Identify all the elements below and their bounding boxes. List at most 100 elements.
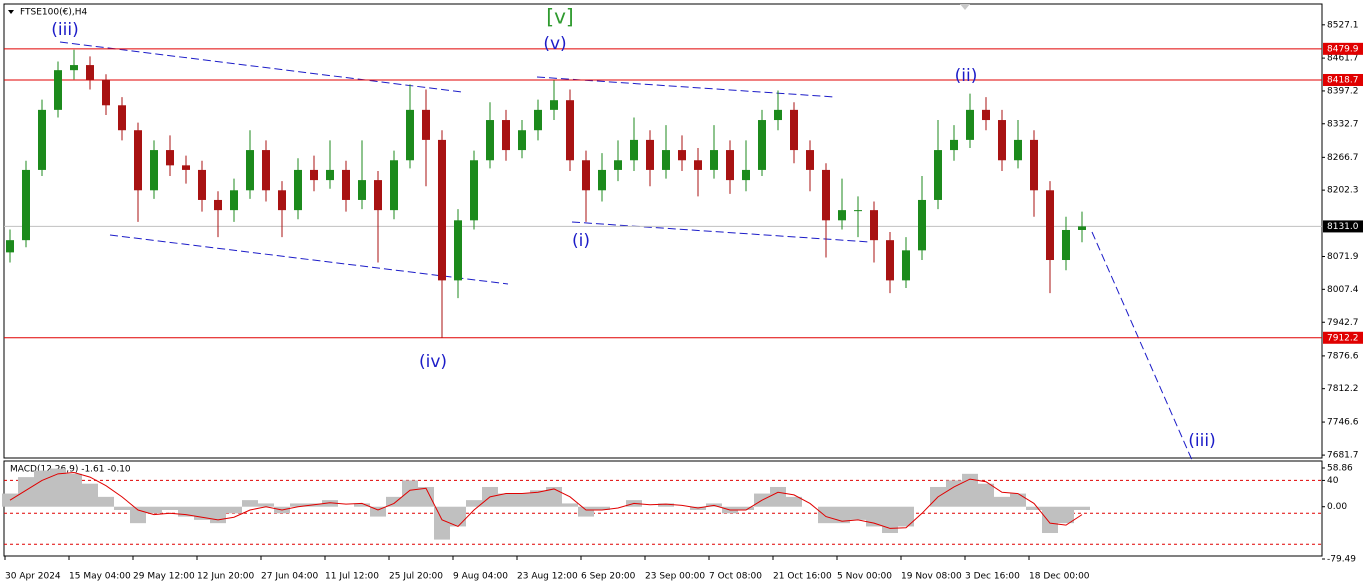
x-tick-label: 29 May 12:00 xyxy=(133,572,195,582)
candle-body xyxy=(790,109,798,151)
candle-body xyxy=(486,120,494,161)
macd-bar xyxy=(1010,493,1026,507)
candle-body xyxy=(70,65,78,71)
macd-bar xyxy=(386,496,402,507)
candle-body xyxy=(966,109,974,140)
x-tick-label: 25 Jul 20:00 xyxy=(389,572,443,582)
x-tick-label: 5 Nov 00:00 xyxy=(837,572,892,582)
macd-bar xyxy=(898,506,914,527)
candle-body xyxy=(742,169,750,181)
wave-label: (v) xyxy=(543,34,566,54)
candle-body xyxy=(822,169,830,221)
macd-bar xyxy=(546,486,562,507)
candle-body xyxy=(54,70,62,110)
macd-frame xyxy=(3,460,1323,557)
macd-bar xyxy=(178,506,194,517)
macd-bar xyxy=(978,483,994,507)
y-tick-label: 7812.2 xyxy=(1327,384,1359,394)
y-tick-label: 8332.7 xyxy=(1327,119,1359,129)
macd-bar xyxy=(66,473,82,507)
macd-bar xyxy=(994,496,1010,507)
candle-body xyxy=(550,100,558,110)
macd-bar xyxy=(146,506,162,514)
signal-line xyxy=(9,472,1083,529)
y-tick-label: 8071.9 xyxy=(1327,252,1359,262)
current-price-box xyxy=(1323,220,1363,233)
macd-bar xyxy=(370,506,386,517)
y-tick-label: 8007.4 xyxy=(1327,285,1359,295)
macd-bar xyxy=(786,496,802,507)
y-tick-label: 8527.1 xyxy=(1327,20,1359,30)
level-label-box xyxy=(1323,331,1363,344)
macd-bar xyxy=(594,506,610,511)
x-tick-label: 27 Jun 04:00 xyxy=(261,572,318,582)
macd-bar xyxy=(402,480,418,507)
wave-label: (i) xyxy=(572,231,590,251)
macd-title: MACD(12,26,9) -1.61 -0.10 xyxy=(10,465,131,475)
macd-bar xyxy=(434,506,450,540)
shift-marker xyxy=(960,4,970,10)
x-tick-label: 15 May 04:00 xyxy=(69,572,131,582)
macd-bar xyxy=(514,493,530,507)
macd-bar xyxy=(946,480,962,507)
candle-body xyxy=(534,109,542,131)
macd-bar xyxy=(34,470,50,507)
x-tick-label: 6 Sep 20:00 xyxy=(581,572,636,582)
candle-body xyxy=(422,109,430,140)
wave-label: (iv) xyxy=(419,352,447,372)
y-tick-label: 0.00 xyxy=(1327,502,1347,512)
trend-line xyxy=(109,234,509,285)
x-tick-label: 3 Dec 16:00 xyxy=(965,572,1020,582)
candle-body xyxy=(230,190,238,211)
wave-label: (iii) xyxy=(1188,431,1215,451)
candle-body xyxy=(726,150,734,181)
candle-body xyxy=(262,150,270,191)
macd-bar xyxy=(578,506,594,517)
candle-body xyxy=(342,169,350,200)
macd-bar xyxy=(658,503,674,507)
macd-bar xyxy=(210,506,226,524)
candle-body xyxy=(982,109,990,121)
candle-body xyxy=(1046,190,1054,261)
macd-bar xyxy=(562,503,578,507)
macd-bar xyxy=(498,493,514,507)
candle-body xyxy=(358,180,366,200)
macd-bar xyxy=(290,503,306,507)
wave-label: [v] xyxy=(546,5,573,29)
y-tick-label: 7746.6 xyxy=(1327,418,1359,428)
candle-body xyxy=(406,109,414,161)
candle-body xyxy=(38,109,46,170)
candle-body xyxy=(662,150,670,170)
candle-body xyxy=(182,165,190,170)
level-label-box xyxy=(1323,42,1363,55)
candle-body xyxy=(630,139,638,161)
projection-line xyxy=(1091,231,1193,461)
macd-bar xyxy=(866,506,882,527)
candle-body xyxy=(598,169,606,191)
candle-body xyxy=(1078,226,1086,230)
candle-body xyxy=(22,169,30,241)
candle-body xyxy=(758,120,766,170)
chart-title: FTSE100(€),H4 xyxy=(20,8,87,18)
macd-bar xyxy=(226,506,242,514)
macd-bar xyxy=(18,477,34,507)
x-tick-label: 18 Dec 00:00 xyxy=(1029,572,1090,582)
candle-body xyxy=(246,150,254,191)
candle-body xyxy=(454,220,462,281)
wave-label: (iii) xyxy=(51,20,78,40)
current-price-label: 8131.0 xyxy=(1327,222,1359,232)
x-tick-label: 19 Nov 08:00 xyxy=(901,572,962,582)
y-tick-label: 7681.7 xyxy=(1327,451,1359,461)
wave-label: (ii) xyxy=(955,66,978,86)
candle-body xyxy=(470,160,478,221)
candle-body xyxy=(86,65,94,80)
main-frame xyxy=(3,3,1323,459)
candle-body xyxy=(294,169,302,211)
x-tick-label: 12 Jun 20:00 xyxy=(197,572,254,582)
macd-bar xyxy=(1058,506,1074,524)
menu-arrow[interactable] xyxy=(8,10,14,14)
candle-body xyxy=(118,105,126,131)
candle-body xyxy=(134,130,142,191)
y-tick-label: 8461.7 xyxy=(1327,54,1359,64)
macd-bar xyxy=(818,506,834,524)
